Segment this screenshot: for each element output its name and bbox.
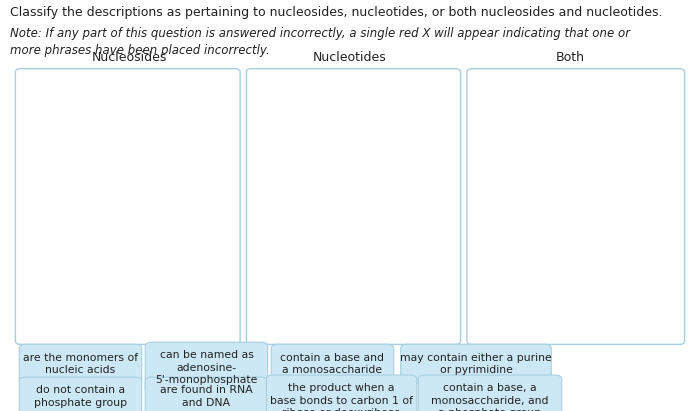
Text: may contain either a purine
or pyrimidine: may contain either a purine or pyrimidin…	[400, 353, 552, 375]
Text: are the monomers of
nucleic acids: are the monomers of nucleic acids	[23, 353, 138, 375]
Text: the product when a
base bonds to carbon 1 of
ribose or deoxyribose: the product when a base bonds to carbon …	[270, 383, 413, 411]
FancyBboxPatch shape	[418, 375, 561, 411]
Text: Nucleotides: Nucleotides	[313, 51, 387, 64]
Text: Both: Both	[556, 51, 585, 64]
Text: Nucleosides: Nucleosides	[92, 51, 167, 64]
Text: contain a base and
a monosaccharide: contain a base and a monosaccharide	[281, 353, 384, 375]
FancyBboxPatch shape	[145, 342, 267, 394]
Text: contain a base, a
monosaccharide, and
a phosphate group: contain a base, a monosaccharide, and a …	[431, 383, 549, 411]
FancyBboxPatch shape	[467, 69, 685, 344]
FancyBboxPatch shape	[20, 344, 141, 383]
Text: are found in RNA
and DNA: are found in RNA and DNA	[160, 386, 253, 408]
FancyBboxPatch shape	[246, 69, 461, 344]
FancyBboxPatch shape	[271, 344, 393, 383]
FancyBboxPatch shape	[266, 375, 416, 411]
Text: do not contain a
phosphate group: do not contain a phosphate group	[34, 386, 127, 408]
FancyBboxPatch shape	[20, 377, 141, 411]
FancyBboxPatch shape	[400, 344, 552, 383]
Text: Classify the descriptions as pertaining to nucleosides, nucleotides, or both nuc: Classify the descriptions as pertaining …	[10, 6, 663, 19]
FancyBboxPatch shape	[15, 69, 240, 344]
Text: Note: If any part of this question is answered incorrectly, a single red X will : Note: If any part of this question is an…	[10, 27, 631, 57]
Text: can be named as
adenosine-
5'-monophosphate: can be named as adenosine- 5'-monophosph…	[155, 351, 258, 385]
FancyBboxPatch shape	[145, 377, 267, 411]
